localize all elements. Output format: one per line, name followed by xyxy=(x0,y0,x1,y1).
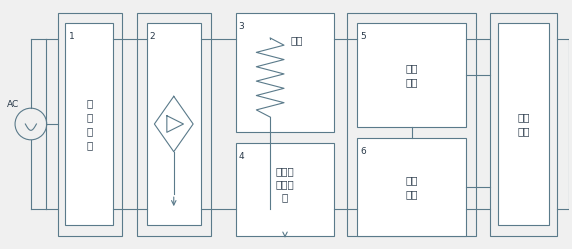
Text: 滤
波
电
路: 滤 波 电 路 xyxy=(86,98,92,150)
Bar xyxy=(146,23,201,225)
Text: 6: 6 xyxy=(360,147,366,156)
Text: 1: 1 xyxy=(69,32,74,41)
Bar xyxy=(498,23,549,225)
Text: 热盘: 热盘 xyxy=(291,35,303,45)
Bar xyxy=(347,13,476,236)
Text: 主控
芯片: 主控 芯片 xyxy=(517,112,530,136)
Text: 控制
电路: 控制 电路 xyxy=(406,175,418,199)
Text: AC: AC xyxy=(7,100,19,109)
Text: 电源
电路: 电源 电路 xyxy=(406,63,418,87)
Bar xyxy=(236,13,335,132)
Text: 3: 3 xyxy=(239,22,244,31)
Text: 2: 2 xyxy=(149,32,155,41)
Bar xyxy=(357,138,466,236)
Bar xyxy=(65,23,113,225)
Bar xyxy=(236,143,335,236)
Bar xyxy=(490,13,557,236)
Bar xyxy=(58,13,122,236)
Text: 4: 4 xyxy=(239,152,244,161)
Bar xyxy=(357,23,466,127)
Text: 5: 5 xyxy=(360,32,366,41)
Bar xyxy=(137,13,211,236)
Text: 半导体
继电开
关: 半导体 继电开 关 xyxy=(276,166,295,202)
